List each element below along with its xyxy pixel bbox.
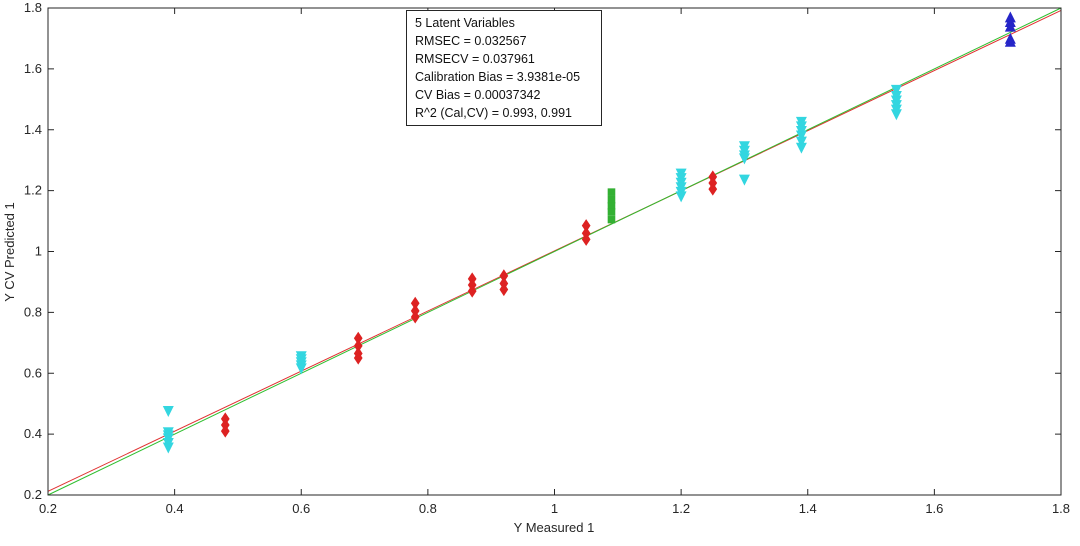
- x-tick-label: 0.2: [39, 501, 57, 516]
- red-diamonds-point: [467, 284, 477, 298]
- y-tick-label: 0.2: [24, 487, 42, 502]
- cyan-down-triangles-point: [162, 442, 174, 454]
- data-markers: [162, 11, 1016, 454]
- green-squares-point: [607, 215, 616, 224]
- red-diamonds-point: [410, 310, 420, 324]
- x-tick-label: 0.8: [419, 501, 437, 516]
- stats-rmsecv: RMSECV = 0.037961: [415, 52, 535, 66]
- blue-up-triangles-point: [1004, 35, 1016, 47]
- x-tick-label: 1.8: [1052, 501, 1070, 516]
- cyan-down-triangles-point: [738, 174, 750, 186]
- fit-line: [47, 9, 1062, 492]
- y-axis-label: Y CV Predicted 1: [2, 202, 17, 301]
- green-squares-point: [607, 208, 616, 216]
- cyan-down-triangles-point: [795, 142, 807, 154]
- stats-latent-variables: 5 Latent Variables: [415, 16, 515, 30]
- x-tick-label: 0.6: [292, 501, 310, 516]
- stats-cv-bias: CV Bias = 0.00037342: [415, 88, 541, 102]
- cyan-down-triangles-point: [738, 153, 750, 165]
- y-tick-label: 1: [35, 244, 42, 259]
- y-tick-label: 1.2: [24, 183, 42, 198]
- blue-up-triangles-point: [1004, 20, 1016, 32]
- fit-lines: [47, 7, 1062, 496]
- cyan-down-triangles-point: [795, 136, 807, 148]
- target-line: [47, 7, 1062, 496]
- cyan-down-triangles-point: [162, 405, 174, 417]
- axis-ticks: [47, 7, 1062, 496]
- cyan-down-triangles-point: [890, 109, 902, 121]
- x-tick-label: 1: [551, 501, 558, 516]
- x-tick-label: 1.2: [672, 501, 690, 516]
- cyan-down-triangles-point: [795, 130, 807, 142]
- red-diamonds-point: [708, 182, 718, 196]
- y-tick-label: 1.4: [24, 122, 42, 137]
- stats-rmsec: RMSEC = 0.032567: [415, 34, 527, 48]
- y-tick-label: 0.8: [24, 304, 42, 319]
- stats-r-squared: R^2 (Cal,CV) = 0.993, 0.991: [415, 106, 572, 120]
- red-diamonds-point: [220, 424, 230, 438]
- y-tick-label: 0.4: [24, 426, 42, 441]
- y-tick-label: 1.6: [24, 61, 42, 76]
- red-diamonds-point: [499, 283, 509, 297]
- x-axis-label: Y Measured 1: [514, 520, 595, 535]
- x-tick-label: 1.6: [925, 501, 943, 516]
- cyan-down-triangles-point: [675, 191, 687, 203]
- green-squares-point: [607, 188, 616, 196]
- red-diamonds-point: [353, 351, 363, 365]
- cyan-down-triangles-point: [890, 84, 902, 96]
- stats-annotation-box: 5 Latent Variables RMSEC = 0.032567 RMSE…: [406, 10, 602, 126]
- x-tick-label: 0.4: [166, 501, 184, 516]
- x-tick-label: 1.4: [799, 501, 817, 516]
- stats-calibration-bias: Calibration Bias = 3.9381e-05: [415, 70, 581, 84]
- red-diamonds-point: [581, 232, 591, 246]
- y-tick-label: 0.6: [24, 365, 42, 380]
- cyan-down-triangles-point: [295, 363, 307, 375]
- tick-labels: 0.2 0.4 0.6 0.8 1 1.2 1.4 1.6 1.8 0.2 0.4 0.6 0.8 1 1.…: [24, 0, 1070, 516]
- y-tick-label: 1.8: [24, 0, 42, 15]
